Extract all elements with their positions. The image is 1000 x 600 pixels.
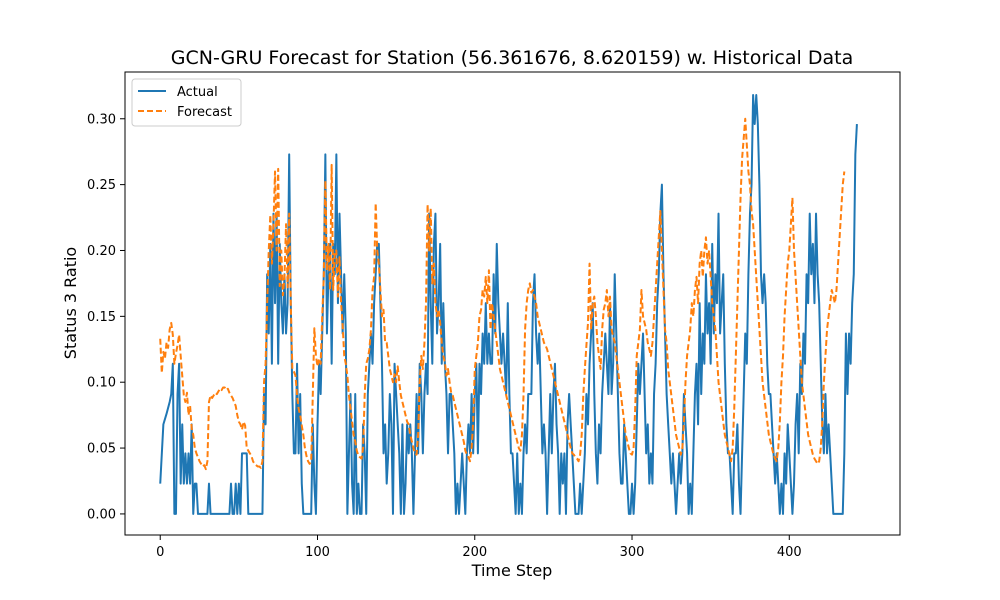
series-line-forecast xyxy=(159,117,846,471)
x-axis-ticks: 0 100 200 300 400 xyxy=(156,535,802,560)
plot-layer xyxy=(159,94,858,515)
x-tick-label: 200 xyxy=(462,545,487,560)
y-axis-ticks: 0.00 0.05 0.10 0.15 0.20 0.25 0.30 xyxy=(87,112,125,522)
x-axis-label: Time Step xyxy=(471,561,553,580)
y-tick-label: 0.05 xyxy=(87,442,116,457)
x-tick-label: 300 xyxy=(620,545,645,560)
plot-frame xyxy=(124,71,901,536)
y-axis-label: Status 3 Ratio xyxy=(61,247,80,359)
x-tick-label: 400 xyxy=(777,545,802,560)
y-tick-label: 0.15 xyxy=(87,310,116,325)
series-line-actual xyxy=(159,94,858,515)
legend: Actual Forecast xyxy=(131,78,242,127)
y-tick-label: 0.25 xyxy=(87,178,116,193)
legend-label-forecast: Forecast xyxy=(177,105,232,120)
x-tick-label: 100 xyxy=(305,545,330,560)
y-tick-label: 0.10 xyxy=(87,376,116,391)
x-tick-label: 0 xyxy=(156,545,164,560)
chart-title: GCN-GRU Forecast for Station (56.361676,… xyxy=(171,47,853,69)
y-tick-label: 0.00 xyxy=(87,507,116,522)
legend-label-actual: Actual xyxy=(177,85,218,100)
y-tick-label: 0.20 xyxy=(87,244,116,259)
y-tick-label: 0.30 xyxy=(87,112,116,127)
